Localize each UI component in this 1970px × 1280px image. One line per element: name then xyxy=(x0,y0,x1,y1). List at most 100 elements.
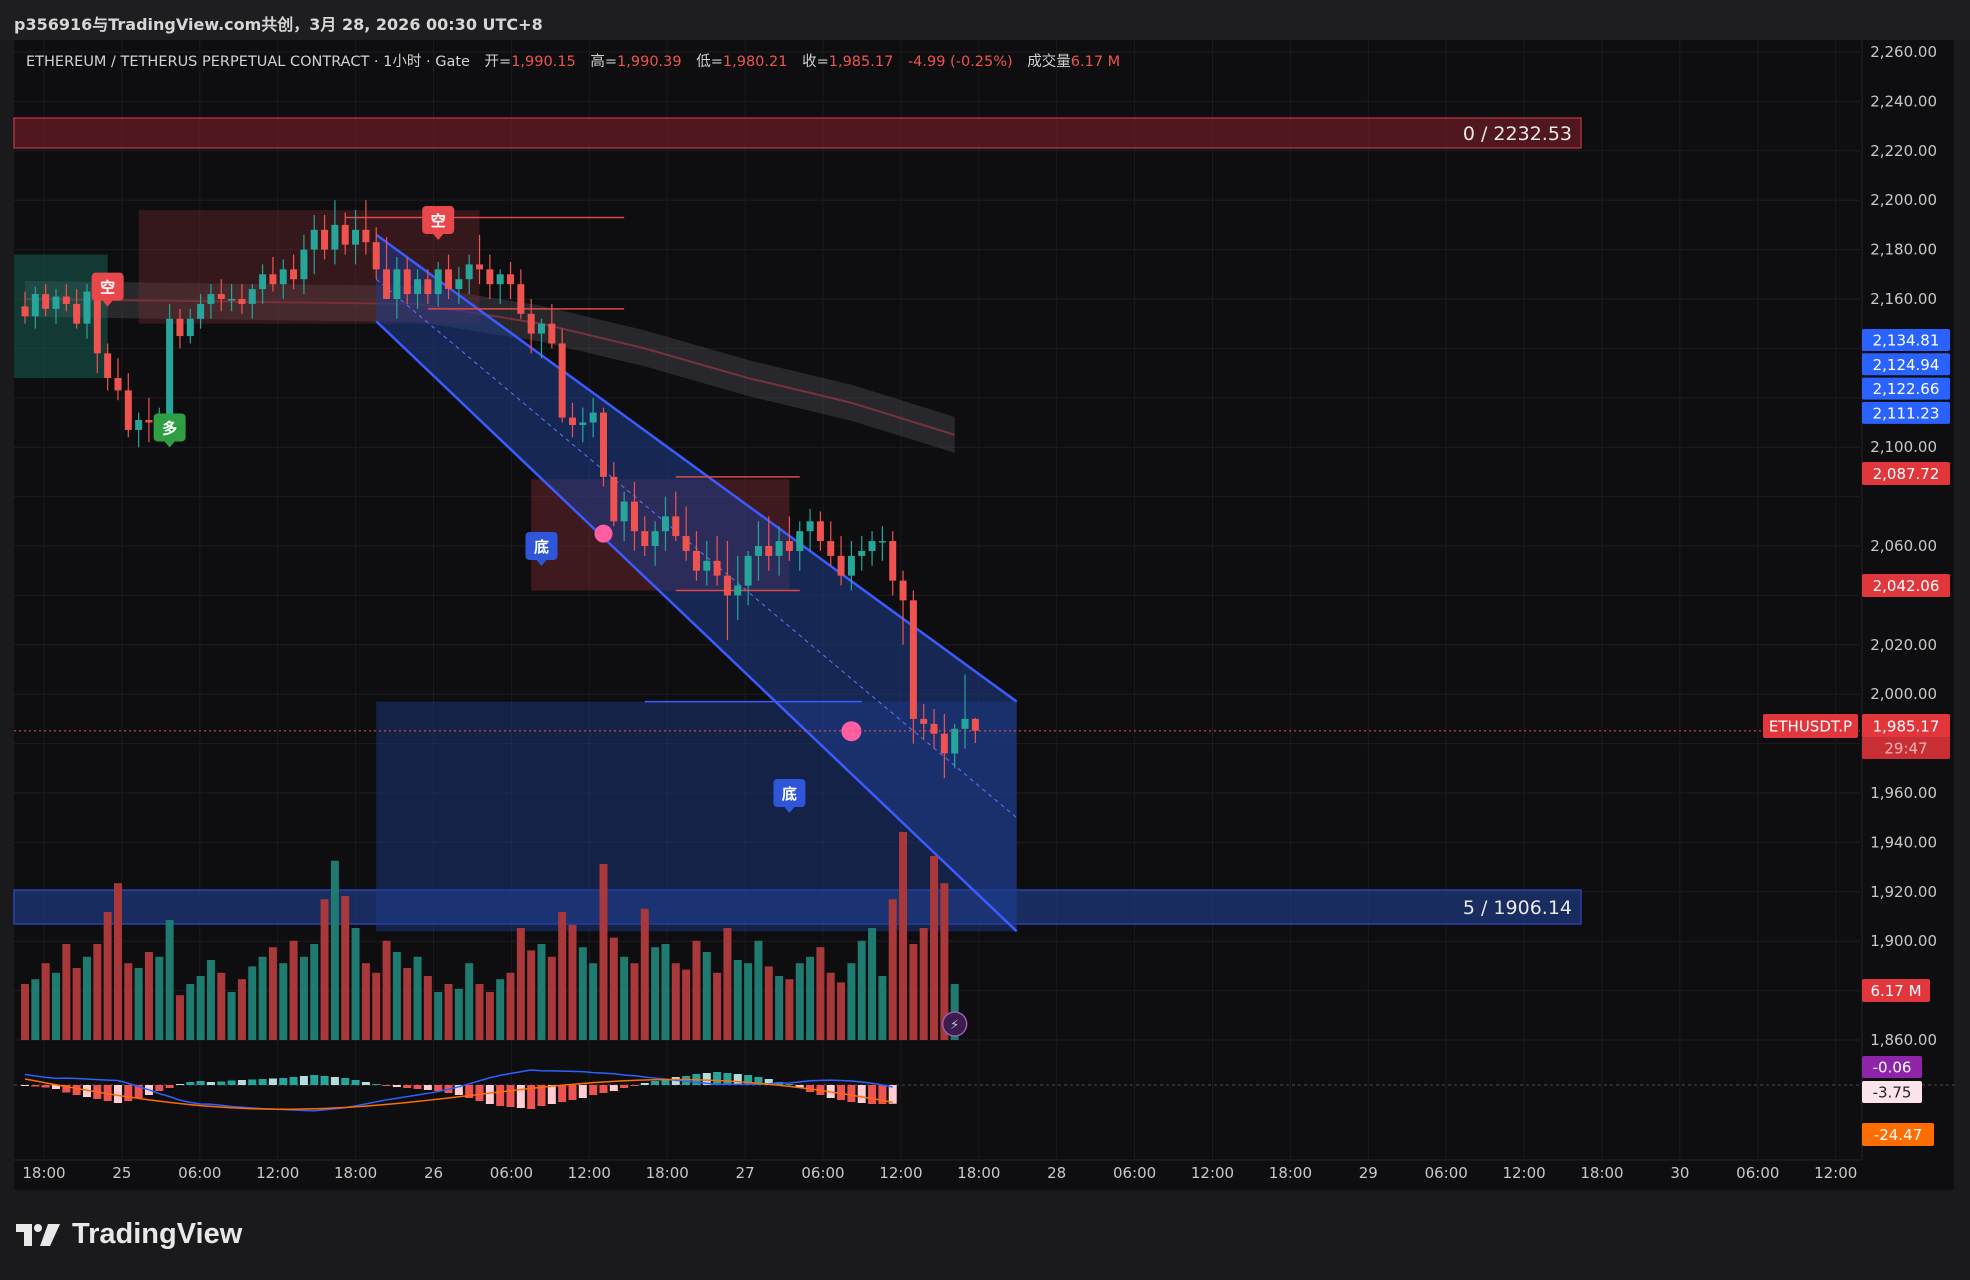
candle xyxy=(455,266,463,304)
open-label: 开= xyxy=(485,54,512,70)
candle xyxy=(940,713,948,779)
volume-bar xyxy=(299,956,308,1040)
candle xyxy=(579,407,587,443)
volume-bar xyxy=(175,995,184,1040)
candle xyxy=(207,284,215,319)
macd-histogram-bar xyxy=(537,1085,546,1106)
channel-fill xyxy=(376,234,1017,932)
volume-bar xyxy=(744,963,753,1040)
long-signal-marker: 多 xyxy=(153,413,186,448)
candle xyxy=(806,508,814,551)
price-axis[interactable]: 2,260.00 2,240.00 2,220.00 2,200.00 2,180.00… xyxy=(1861,40,1937,1160)
macd-histogram-bar xyxy=(558,1085,567,1102)
volume-bar xyxy=(723,928,732,1040)
macd-histogram-bar xyxy=(279,1078,288,1085)
volume-bar xyxy=(248,966,257,1040)
svg-text:29:47: 29:47 xyxy=(1884,740,1927,758)
volume-bar xyxy=(144,952,153,1040)
time-tick-label: 06:00 xyxy=(801,1164,844,1182)
candle xyxy=(321,215,329,260)
bottom-signal-marker: 底 xyxy=(773,779,806,813)
price-tick-label: 2,020.00 xyxy=(1870,636,1937,654)
volume-bar xyxy=(826,972,835,1040)
macd-histogram-bar xyxy=(651,1081,660,1085)
candle xyxy=(21,291,29,324)
volume-bar xyxy=(434,992,443,1040)
volume-bar xyxy=(578,947,587,1040)
low-label: 低= xyxy=(696,53,723,70)
volume-bar xyxy=(196,976,205,1040)
candle xyxy=(228,284,236,312)
time-tick-label: 18:00 xyxy=(334,1164,377,1182)
svg-text:空: 空 xyxy=(431,212,446,230)
high-label: 高= xyxy=(590,53,617,70)
short-signal-marker: 空 xyxy=(422,205,455,240)
macd-histogram-bar xyxy=(51,1085,60,1089)
indicator-price-tag: 2,111.23 xyxy=(1862,401,1950,424)
volume-bar xyxy=(516,928,525,1040)
volume-bars xyxy=(21,832,959,1040)
volume-bar xyxy=(506,972,515,1040)
macd-line xyxy=(24,1069,893,1112)
volume-bar xyxy=(682,969,691,1040)
macd-histogram-bar xyxy=(403,1085,412,1088)
change-value: -4.99 (-0.25%) xyxy=(908,54,1013,70)
macd-histogram-bar xyxy=(547,1085,556,1104)
macd-histogram-bar xyxy=(155,1085,164,1091)
volume-bar xyxy=(837,982,846,1040)
price-tick-label: 1,860.00 xyxy=(1870,1031,1937,1049)
macd-histogram-bar xyxy=(175,1084,184,1085)
macd-histogram-bar xyxy=(485,1085,494,1104)
candle xyxy=(145,397,153,443)
candle xyxy=(62,284,70,312)
candle xyxy=(217,279,225,312)
level-price-tag: 2,087.72 xyxy=(1862,462,1950,485)
candle xyxy=(827,521,835,566)
symbol-name: ETHEREUM / TETHERUS PERPETUAL CONTRACT ·… xyxy=(26,53,470,70)
volume-bar xyxy=(609,937,618,1040)
candle xyxy=(290,254,298,290)
macd-histogram-bar xyxy=(62,1085,71,1093)
macd-histogram-bar xyxy=(640,1083,649,1085)
macd-histogram-bar xyxy=(31,1085,40,1087)
signal-line xyxy=(24,1078,893,1110)
volume-bar xyxy=(909,944,918,1040)
candle xyxy=(279,259,287,299)
volume-bar xyxy=(630,963,639,1040)
volume-bar xyxy=(527,950,536,1040)
volume-bar xyxy=(134,968,143,1040)
macd-histogram-bar xyxy=(289,1077,298,1085)
candle xyxy=(909,590,917,744)
svg-text:2,087.72: 2,087.72 xyxy=(1873,465,1940,483)
price-tick-label: 1,900.00 xyxy=(1870,932,1937,950)
candle xyxy=(176,308,184,349)
candle xyxy=(548,303,556,349)
candle xyxy=(83,284,91,339)
candle xyxy=(259,264,267,304)
volume-bar xyxy=(620,956,629,1040)
candle xyxy=(434,261,442,307)
indicator-icon xyxy=(941,1011,968,1037)
macd-histogram-bar xyxy=(496,1085,505,1106)
macd-histogram-bar xyxy=(351,1080,360,1085)
brand-name: TradingView xyxy=(72,1218,243,1250)
svg-text:-24.47: -24.47 xyxy=(1874,1126,1922,1144)
candle xyxy=(186,308,194,344)
tradingview-logo[interactable]: TradingView xyxy=(16,1218,242,1251)
candle xyxy=(723,541,731,640)
time-axis[interactable]: 18:00 25 06:00 12:00 18:00 26 06:00 12:00 18:00 2… xyxy=(14,1159,1862,1182)
volume-value: 6.17 M xyxy=(1071,54,1120,70)
volume-bar xyxy=(279,963,288,1040)
volume-bar xyxy=(155,956,164,1040)
macd-histogram-bar xyxy=(310,1075,319,1085)
svg-text:ETHUSDT.P: ETHUSDT.P xyxy=(1769,718,1852,736)
macd-histogram-bar xyxy=(124,1085,133,1101)
macd-histogram-bar xyxy=(702,1073,711,1085)
candle xyxy=(868,531,876,566)
volume-bar xyxy=(589,963,598,1040)
macd-histogram-bar xyxy=(620,1085,629,1088)
macd-histogram-bar xyxy=(392,1085,401,1087)
volume-bar xyxy=(351,928,360,1040)
volume-bar xyxy=(713,972,722,1040)
